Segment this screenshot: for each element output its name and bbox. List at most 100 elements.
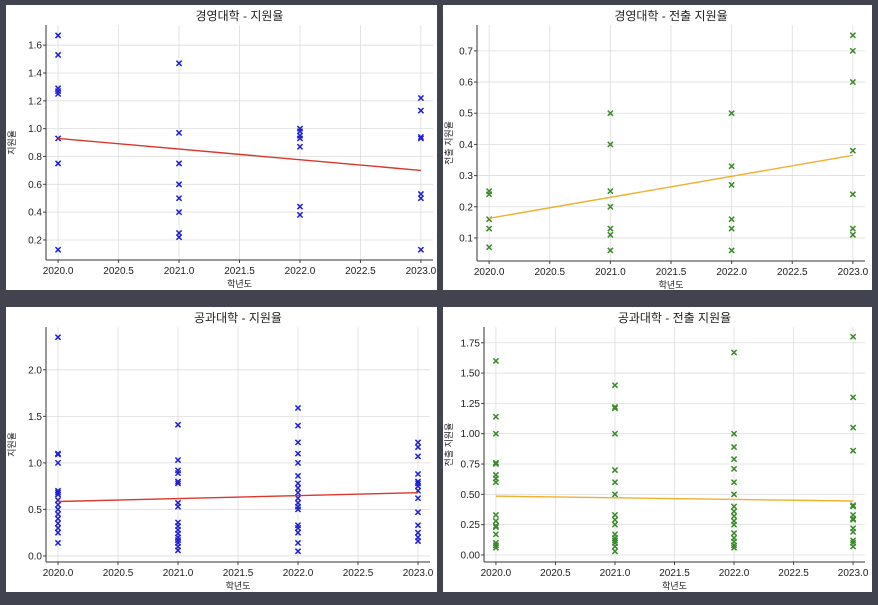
x-tick-label: 2023.0 xyxy=(403,568,434,579)
data-point-x-marker xyxy=(730,513,738,520)
data-point-x-marker xyxy=(492,522,500,529)
data-point-x-marker xyxy=(492,479,500,486)
y-tick-label: 1.0 xyxy=(28,458,42,469)
data-point-x-marker xyxy=(849,502,857,509)
data-point-x-marker xyxy=(294,439,302,446)
data-point-x-marker xyxy=(54,334,62,341)
y-tick-label: 0.5 xyxy=(28,505,42,516)
data-point-x-marker xyxy=(174,456,182,464)
data-point-x-marker xyxy=(175,181,183,188)
data-point-x-marker xyxy=(175,60,183,67)
y-tick-label: 1.0 xyxy=(28,124,42,135)
x-tick-label: 2020.0 xyxy=(474,267,505,278)
data-point-x-marker xyxy=(611,382,619,389)
data-point-x-marker xyxy=(417,135,425,142)
y-tick-label: 0.2 xyxy=(459,202,473,213)
panel-background xyxy=(443,307,872,592)
data-point-x-marker xyxy=(54,491,62,498)
trend-line xyxy=(495,495,854,502)
y-tick-label: 1.4 xyxy=(28,69,42,80)
data-point-x-marker xyxy=(294,524,302,532)
data-point-x-marker xyxy=(492,413,500,420)
data-point-x-marker xyxy=(728,181,735,189)
data-point-x-marker xyxy=(728,110,735,117)
data-point-x-marker xyxy=(54,524,62,532)
data-point-x-marker xyxy=(607,110,614,117)
x-tick-label: 2022.5 xyxy=(345,266,376,277)
data-point-x-marker xyxy=(728,216,735,223)
y-tick-label: 0.75 xyxy=(461,460,481,471)
y-tick-label: 0.2 xyxy=(28,235,42,246)
x-tick-label: 2021.5 xyxy=(224,266,255,277)
data-point-x-marker xyxy=(611,548,619,555)
data-point-x-marker xyxy=(54,32,62,39)
data-point-x-marker xyxy=(607,231,614,238)
y-tick-label: 0.6 xyxy=(28,180,42,191)
x-tick-label: 2020.5 xyxy=(534,267,565,278)
x-tick-label: 2023.0 xyxy=(838,267,869,278)
x-tick-label: 2022.0 xyxy=(716,267,747,278)
panel-background xyxy=(6,5,437,290)
y-tick-label: 0.50 xyxy=(461,490,481,501)
data-point-x-marker xyxy=(174,547,182,554)
y-axis-label: 전출 지원율 xyxy=(444,423,454,467)
y-tick-label: 1.25 xyxy=(461,399,481,410)
data-point-x-marker xyxy=(54,510,62,518)
data-point-x-marker xyxy=(611,543,619,550)
data-point-x-marker xyxy=(607,247,614,254)
x-axis-label: 학년도 xyxy=(662,581,687,591)
data-point-x-marker xyxy=(294,472,302,480)
data-point-x-marker xyxy=(54,246,62,253)
y-tick-label: 1.5 xyxy=(28,412,42,423)
data-point-x-marker xyxy=(54,459,62,467)
trend-line xyxy=(57,491,419,503)
data-point-x-marker xyxy=(174,503,182,510)
data-point-x-marker xyxy=(296,203,304,210)
y-axis-label: 전출 지원율 xyxy=(444,121,454,165)
x-tick-label: 2020.0 xyxy=(481,568,512,579)
data-point-x-marker xyxy=(414,483,422,490)
data-point-x-marker xyxy=(54,520,62,527)
panel-background xyxy=(6,307,437,592)
data-point-x-marker xyxy=(492,357,500,365)
data-point-x-marker xyxy=(728,225,735,232)
x-tick-label: 2023.0 xyxy=(838,568,869,579)
y-tick-label: 0.6 xyxy=(459,78,473,89)
data-point-x-marker xyxy=(849,225,857,232)
data-point-x-marker xyxy=(54,501,62,508)
data-point-x-marker xyxy=(728,163,735,170)
data-point-x-marker xyxy=(849,516,857,523)
data-point-x-marker xyxy=(294,529,302,536)
data-point-x-marker xyxy=(730,508,738,515)
data-point-x-marker xyxy=(54,539,62,547)
x-tick-label: 2021.0 xyxy=(163,568,194,579)
x-axis-label: 학년도 xyxy=(226,581,251,591)
data-point-x-marker xyxy=(730,503,738,510)
chart-title: 경영대학 - 전출 지원율 xyxy=(614,9,727,23)
x-tick-label: 2021.5 xyxy=(223,568,254,579)
x-tick-label: 2022.0 xyxy=(285,266,316,277)
data-point-x-marker xyxy=(849,447,857,454)
data-point-x-marker xyxy=(607,225,614,232)
data-point-x-marker xyxy=(414,470,422,478)
data-point-x-marker xyxy=(417,94,425,102)
x-tick-label: 2020.5 xyxy=(103,266,134,277)
data-point-x-marker xyxy=(730,479,738,486)
data-point-x-marker xyxy=(294,450,302,457)
trend-line xyxy=(58,137,421,172)
data-point-x-marker xyxy=(174,480,182,487)
data-point-x-marker xyxy=(414,529,422,536)
x-tick-label: 2022.5 xyxy=(778,568,809,579)
y-tick-label: 1.2 xyxy=(28,96,42,107)
data-point-x-marker xyxy=(54,160,62,167)
data-point-x-marker xyxy=(294,495,302,502)
data-point-x-marker xyxy=(492,517,500,525)
data-point-x-marker xyxy=(849,515,857,522)
data-point-x-marker xyxy=(849,191,857,198)
data-point-x-marker xyxy=(54,90,62,98)
data-point-x-marker xyxy=(417,133,425,141)
y-tick-label: 0.7 xyxy=(459,46,473,57)
data-point-x-marker xyxy=(607,203,614,210)
y-tick-label: 1.6 xyxy=(28,41,42,52)
data-point-x-marker xyxy=(849,147,857,154)
